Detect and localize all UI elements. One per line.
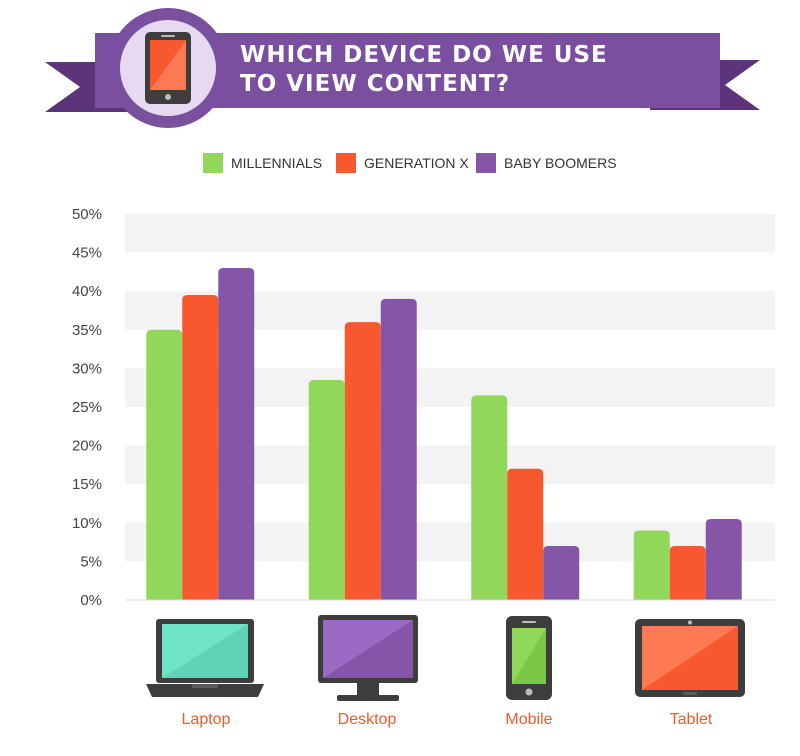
y-tick-label: 30% — [72, 360, 102, 377]
legend-item-baby-boomers: BABY BOOMERS — [476, 152, 617, 174]
laptop-icon — [146, 619, 264, 697]
bar-desktop-millennials — [308, 379, 345, 600]
bar-laptop-millennials — [146, 329, 183, 600]
legend-item-generation-x: GENERATION X — [336, 152, 469, 174]
category-label-mobile: Mobile — [505, 711, 553, 728]
y-tick-label: 35% — [72, 322, 102, 339]
smartphone-icon — [145, 32, 191, 104]
category-label-desktop: Desktop — [337, 711, 397, 728]
desktop-monitor-icon — [318, 615, 418, 701]
bar-tablet-millennials — [633, 530, 670, 600]
title-banner — [45, 8, 760, 128]
legend-label-generation-x: GENERATION X — [364, 155, 469, 171]
page-title-line-2: TO VIEW CONTENT? — [240, 71, 511, 97]
legend-label-baby-boomers: BABY BOOMERS — [504, 155, 617, 171]
legend-swatch-baby-boomers — [476, 153, 496, 173]
y-tick-label: 20% — [72, 438, 102, 455]
bar-laptop-generation-x — [182, 295, 219, 600]
mobile-phone-icon — [506, 616, 552, 700]
bar-mobile-generation-x — [507, 468, 544, 600]
category-label-tablet: Tablet — [669, 711, 713, 728]
bars — [146, 268, 742, 600]
category-label-laptop: Laptop — [181, 711, 231, 728]
y-axis-ticks: 0% 5% 10% 15% 20% 25% 30% 35% 40% 45% 50% — [72, 206, 102, 609]
bar-tablet-generation-x — [669, 545, 706, 600]
bar-desktop-generation-x — [344, 322, 381, 600]
y-tick-label: 5% — [80, 553, 102, 570]
legend-swatch-generation-x — [336, 153, 356, 173]
bar-tablet-baby-boomers — [705, 518, 742, 600]
page-title-line-1: WHICH DEVICE DO WE USE — [240, 42, 608, 68]
bar-laptop-baby-boomers — [218, 268, 255, 600]
y-tick-label: 10% — [72, 515, 102, 532]
legend-label-millennials: MILLENNIALS — [231, 155, 323, 171]
tablet-icon — [635, 619, 745, 697]
y-tick-label: 45% — [72, 245, 102, 262]
y-tick-label: 40% — [72, 283, 102, 300]
y-tick-label: 15% — [72, 476, 102, 493]
banner-ribbon — [95, 33, 720, 108]
legend-swatch-millennials — [203, 153, 223, 173]
grid-band — [125, 214, 775, 253]
chart-legend: MILLENNIALS GENERATION X BABY BOOMERS — [0, 152, 800, 176]
y-tick-label: 25% — [72, 399, 102, 416]
y-tick-label: 50% — [72, 206, 102, 223]
y-tick-label: 0% — [80, 592, 102, 609]
bar-desktop-baby-boomers — [380, 298, 417, 600]
legend-item-millennials: MILLENNIALS — [203, 152, 322, 174]
bar-mobile-millennials — [471, 395, 508, 600]
bar-mobile-baby-boomers — [543, 545, 580, 600]
